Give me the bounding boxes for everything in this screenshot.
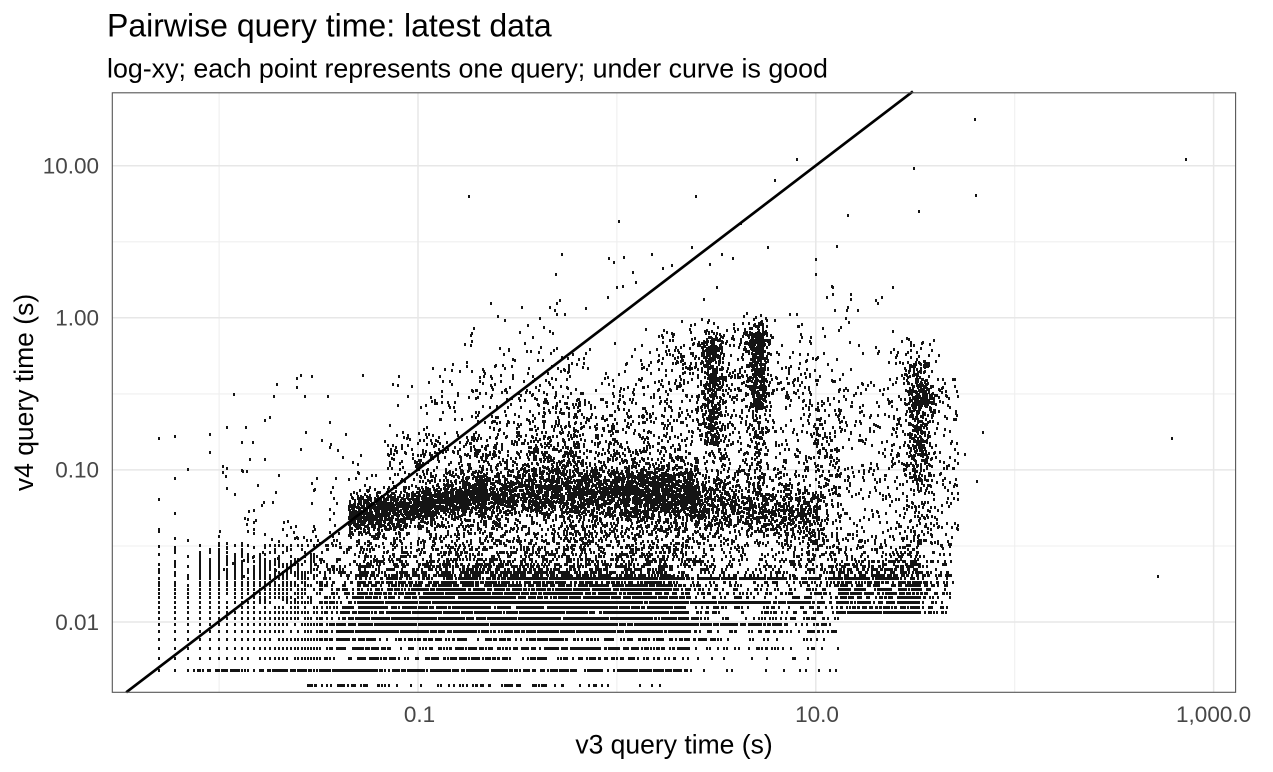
svg-text:0.1: 0.1 [404,702,435,727]
svg-text:v3 query time (s): v3 query time (s) [575,730,772,760]
svg-text:1,000.0: 1,000.0 [1176,702,1251,727]
svg-text:Pairwise query time: latest da: Pairwise query time: latest data [107,8,552,44]
svg-text:0.01: 0.01 [55,610,99,635]
svg-text:10.0: 10.0 [795,702,839,727]
svg-text:1.00: 1.00 [55,306,99,331]
svg-text:10.00: 10.00 [43,154,99,179]
svg-text:log-xy; each point represents: log-xy; each point represents one query;… [107,54,828,84]
svg-text:0.10: 0.10 [55,458,99,483]
svg-text:v4 query time (s): v4 query time (s) [9,294,39,491]
